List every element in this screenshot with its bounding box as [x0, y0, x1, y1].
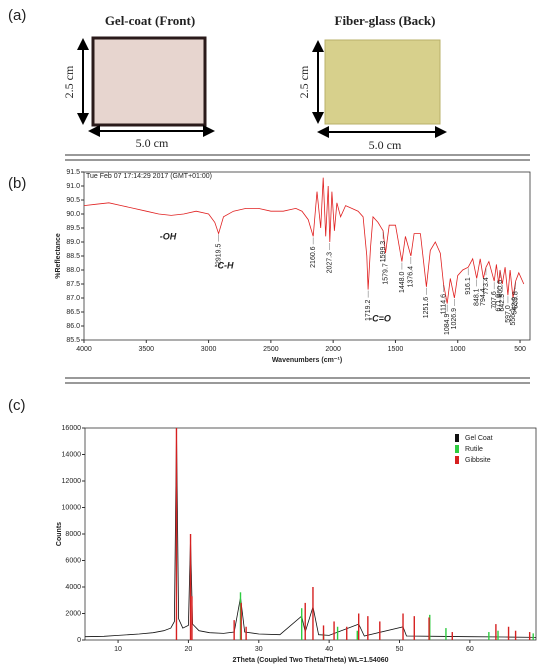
- peak-label: 707.6: [491, 291, 498, 309]
- peak-label: 794.4: [480, 288, 487, 306]
- photo-title: Gel-coat (Front): [105, 13, 195, 28]
- peak-label: 1719.2: [365, 300, 372, 322]
- group-annotation: -C=O: [369, 313, 391, 323]
- peak-label: 660.6: [497, 280, 504, 298]
- x-tick-label: 2000: [325, 346, 341, 353]
- gel-coat-photo: [91, 36, 207, 127]
- peak-label: 1599.3: [380, 241, 387, 263]
- legend-swatch: [455, 456, 459, 464]
- peak-label: 1114.6: [440, 294, 447, 314]
- y-tick-label: 85.5: [66, 337, 80, 344]
- y-tick-label: 90.5: [66, 197, 80, 204]
- x-tick-label: 20: [185, 646, 193, 653]
- peak-label: 597.0: [505, 305, 512, 323]
- height-label: 2.5 cm: [62, 65, 76, 98]
- peak-label: 2160.6: [310, 246, 317, 268]
- y-tick-label: 10000: [62, 504, 82, 511]
- x-tick-label: 4000: [76, 346, 92, 353]
- legend-swatch: [455, 434, 459, 442]
- photo-title: Fiber-glass (Back): [335, 13, 436, 28]
- x-tick-label: 50: [396, 646, 404, 653]
- peak-label: 535.8: [512, 291, 519, 309]
- y-tick-label: 16000: [62, 425, 82, 432]
- y-tick-label: 89.5: [66, 225, 80, 232]
- y-tick-label: 91.5: [66, 169, 80, 176]
- instrument-header: Tue Feb 07 17:14:29 2017 (GMT+01:00): [86, 173, 212, 180]
- plot-frame: [83, 171, 531, 341]
- peak-label: 671.0: [496, 294, 503, 312]
- fiber-glass-photo: [324, 39, 441, 125]
- x-axis-label: 2Theta (Coupled Two Theta/Theta) WL=1.54…: [232, 657, 388, 664]
- legend-label: Rutile: [465, 446, 483, 453]
- y-tick-label: 91.0: [66, 183, 80, 190]
- panel-label: (a): [8, 7, 26, 24]
- width-label: 5.0 cm: [136, 136, 169, 150]
- panel-label: (c): [8, 397, 26, 414]
- y-tick-label: 86.5: [66, 309, 80, 316]
- peak-label: 848.1: [474, 288, 481, 306]
- peak-label: 1376.4: [408, 266, 415, 288]
- legend-label: Gibbsite: [465, 457, 491, 464]
- peak-label: 556.1: [510, 308, 517, 326]
- peak-label: 642.5: [499, 294, 506, 312]
- x-tick-label: 1500: [388, 346, 404, 353]
- y-tick-label: 0: [77, 637, 81, 644]
- height-label: 2.5 cm: [297, 65, 311, 98]
- y-tick-label: 12000: [62, 478, 82, 485]
- x-tick-label: 40: [325, 646, 333, 653]
- y-tick-label: 14000: [62, 451, 82, 458]
- peak-label: 2027.3: [327, 252, 334, 274]
- y-tick-label: 88.5: [66, 253, 80, 260]
- width-label: 5.0 cm: [369, 138, 402, 152]
- peak-label: 1084.9: [444, 314, 451, 336]
- y-tick-label: 87.0: [66, 295, 80, 302]
- x-tick-label: 30: [255, 646, 263, 653]
- x-tick-label: 3500: [139, 346, 155, 353]
- spectrum-line: [83, 177, 525, 304]
- y-tick-label: 87.5: [66, 281, 80, 288]
- y-axis-label: Counts: [56, 522, 63, 546]
- y-axis-label: %Reflectance: [55, 233, 62, 279]
- y-tick-label: 4000: [65, 584, 81, 591]
- peak-label: 1448.0: [399, 272, 406, 294]
- peak-label: 1026.9: [451, 308, 458, 330]
- peak-label: 1251.6: [423, 297, 430, 319]
- x-tick-label: 500: [514, 346, 526, 353]
- y-tick-label: 6000: [65, 557, 81, 564]
- x-tick-label: 2500: [263, 346, 279, 353]
- y-tick-label: 2000: [65, 610, 81, 617]
- legend-swatch: [455, 445, 459, 453]
- x-tick-label: 3000: [201, 346, 217, 353]
- panel-label: (b): [8, 175, 26, 192]
- peak-label: 916.1: [465, 277, 472, 295]
- x-axis-label: Wavenumbers (cm⁻¹): [272, 357, 342, 364]
- y-tick-label: 86.0: [66, 323, 80, 330]
- y-tick-label: 90.0: [66, 211, 80, 218]
- group-annotation: -C-H: [215, 260, 234, 270]
- x-tick-label: 10: [114, 646, 122, 653]
- group-annotation: -OH: [160, 231, 177, 241]
- y-tick-label: 8000: [65, 531, 81, 538]
- y-tick-label: 88.0: [66, 267, 80, 274]
- peak-label: 542.9: [512, 297, 519, 315]
- legend-label: Gel Coat: [465, 435, 493, 442]
- peak-label: 773.4: [483, 277, 490, 295]
- peak-label: 2919.5: [215, 244, 222, 266]
- x-tick-label: 1000: [450, 346, 466, 353]
- x-tick-label: 60: [466, 646, 474, 653]
- y-tick-label: 89.0: [66, 239, 80, 246]
- peak-label: 1579.7: [382, 263, 389, 285]
